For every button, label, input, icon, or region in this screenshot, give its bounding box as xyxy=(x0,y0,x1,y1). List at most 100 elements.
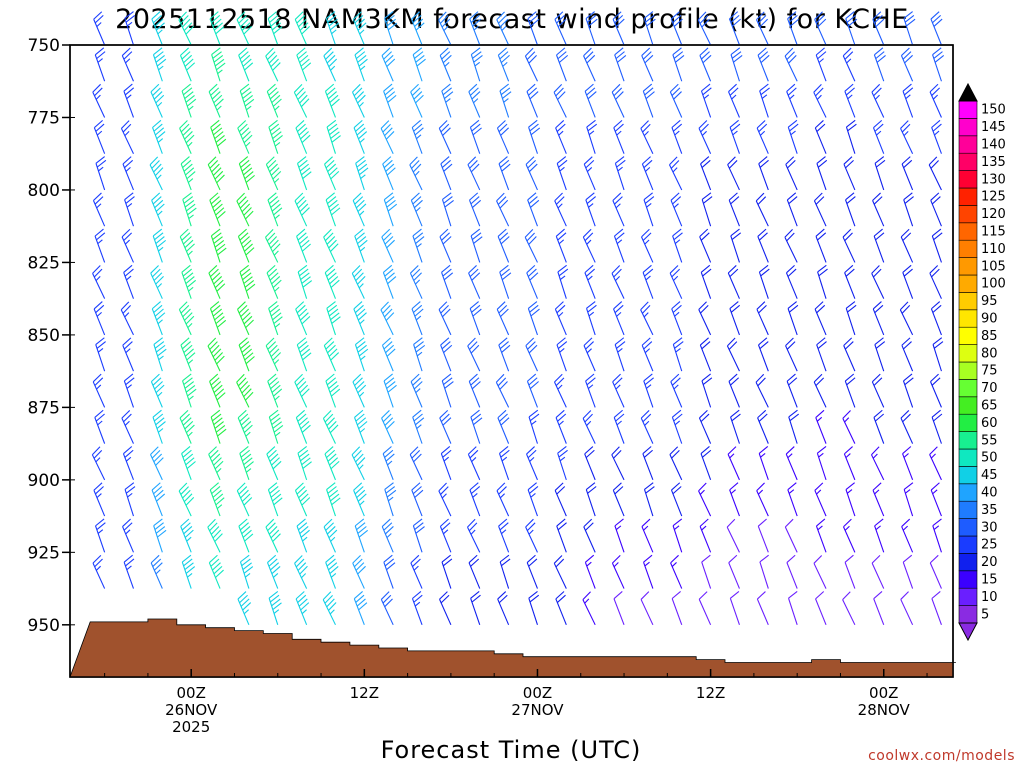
barb-shaft xyxy=(120,309,134,336)
barb-shaft xyxy=(643,562,654,589)
barb-shaft xyxy=(180,344,192,372)
barb-flag xyxy=(757,377,766,387)
barb-flag xyxy=(385,131,395,140)
barb-flag xyxy=(380,591,390,600)
wind-barb xyxy=(756,301,769,336)
barb-flag xyxy=(843,337,853,346)
barb-flag xyxy=(186,461,196,470)
barb-shaft xyxy=(499,90,510,118)
barb-shaft xyxy=(324,272,336,299)
wind-barb xyxy=(354,518,369,553)
barb-flag xyxy=(906,18,916,27)
barb-flag xyxy=(355,562,365,571)
wind-barb xyxy=(92,83,106,118)
barb-flag xyxy=(273,207,283,216)
barb-shaft xyxy=(411,598,423,626)
barb-flag xyxy=(585,522,594,531)
barb-shaft xyxy=(94,235,106,263)
wind-barb xyxy=(817,264,828,299)
colorbar-swatch xyxy=(958,344,978,363)
barb-shaft xyxy=(757,344,769,372)
barb-flag xyxy=(209,11,219,20)
barb-flag xyxy=(156,131,166,140)
barb-shaft xyxy=(585,489,596,517)
barb-flag xyxy=(183,377,193,385)
barb-shaft xyxy=(640,128,654,154)
barb-shaft xyxy=(439,599,452,626)
barb-shaft xyxy=(207,526,221,553)
barb-flag xyxy=(208,554,218,564)
barb-flag xyxy=(184,562,194,571)
barb-flag xyxy=(185,134,195,144)
wind-barb xyxy=(265,47,281,82)
barb-flag xyxy=(213,203,223,212)
barb-flag xyxy=(586,268,595,277)
barb-flag xyxy=(642,264,652,273)
barb-flag xyxy=(641,305,651,314)
barb-half-flag xyxy=(530,493,536,498)
barb-shaft xyxy=(671,308,683,336)
barb-flag xyxy=(701,554,711,563)
wind-barb xyxy=(179,47,196,82)
barb-flag xyxy=(326,119,337,128)
wind-barb xyxy=(266,446,282,481)
wind-barb xyxy=(179,228,195,263)
barb-flag xyxy=(152,558,162,567)
wind-barb xyxy=(94,228,106,263)
barb-shaft xyxy=(149,164,163,191)
barb-flag xyxy=(324,594,333,604)
barb-flag xyxy=(239,381,249,390)
barb-flag xyxy=(441,159,451,168)
barb-shaft xyxy=(900,599,914,626)
barb-flag xyxy=(470,377,480,386)
barb-flag xyxy=(904,377,914,386)
barb-shaft xyxy=(209,381,221,408)
barb-flag xyxy=(442,417,452,426)
barb-shaft xyxy=(930,200,942,227)
barb-flag xyxy=(700,413,710,423)
barb-flag xyxy=(238,47,248,56)
barb-flag xyxy=(269,123,280,132)
wind-barb xyxy=(870,446,885,481)
barb-flag xyxy=(94,196,104,205)
barb-flag xyxy=(729,268,739,278)
barb-flag xyxy=(270,18,280,27)
barb-flag xyxy=(300,58,310,67)
barb-flag xyxy=(413,413,423,422)
barb-shaft xyxy=(785,453,798,481)
barb-flag xyxy=(330,279,340,288)
barb-flag xyxy=(444,91,454,99)
barb-flag xyxy=(815,47,825,56)
barb-flag xyxy=(300,602,310,611)
barb-flag xyxy=(330,171,340,180)
barb-flag xyxy=(270,58,279,68)
barb-flag xyxy=(181,522,191,531)
barb-half-flag xyxy=(301,573,307,579)
barb-flag xyxy=(642,51,652,60)
wind-barb xyxy=(930,11,943,46)
barb-flag xyxy=(266,446,276,455)
barb-flag xyxy=(270,308,281,317)
barb-half-flag xyxy=(846,489,853,494)
wind-barb xyxy=(237,591,252,626)
wind-barb xyxy=(324,446,340,481)
wind-barb xyxy=(671,409,683,444)
barb-flag xyxy=(385,486,396,494)
barb-flag xyxy=(357,203,367,212)
barb-flag xyxy=(327,91,337,100)
barb-shaft xyxy=(497,54,510,82)
barb-flag xyxy=(155,457,164,466)
barb-shaft xyxy=(354,417,365,444)
barb-flag xyxy=(904,196,914,204)
barb-half-flag xyxy=(934,130,940,136)
barb-shaft xyxy=(701,380,712,408)
barb-flag xyxy=(698,591,708,600)
barb-half-flag xyxy=(416,351,423,357)
barb-flag xyxy=(499,51,509,60)
barb-flag xyxy=(499,413,508,422)
barb-flag xyxy=(670,554,679,564)
barb-shaft xyxy=(91,454,106,481)
barb-flag xyxy=(215,388,225,397)
barb-shaft xyxy=(208,272,221,299)
barb-flag xyxy=(412,409,422,418)
